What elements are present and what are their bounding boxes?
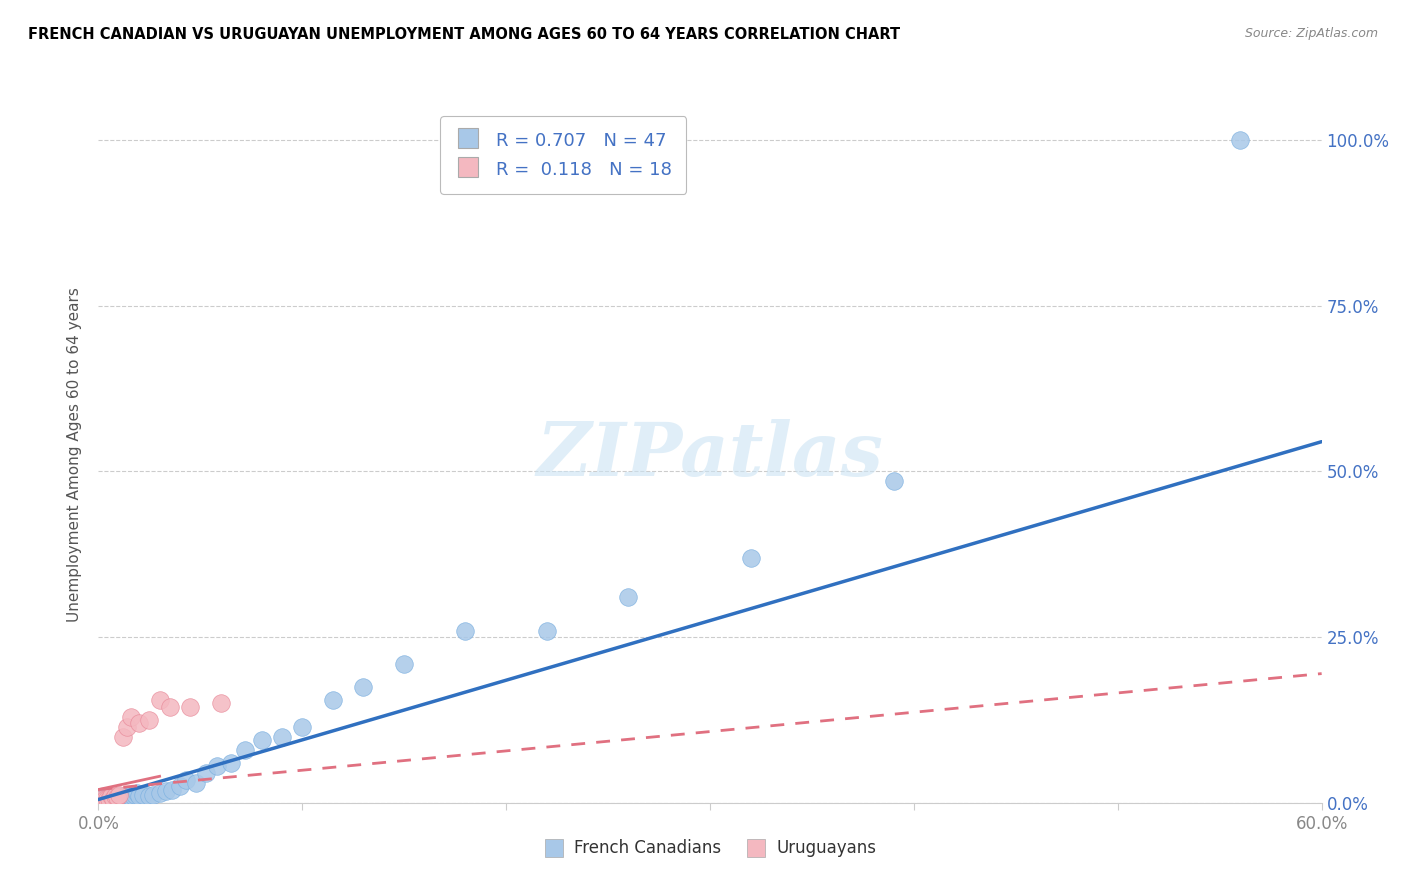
Point xyxy=(118,789,141,804)
Point xyxy=(128,716,150,731)
Point xyxy=(392,657,416,671)
Point xyxy=(186,776,208,790)
Point xyxy=(100,792,122,806)
Point xyxy=(114,789,136,804)
Point xyxy=(149,693,172,707)
Point xyxy=(96,792,118,806)
Point xyxy=(104,789,127,804)
Point xyxy=(740,550,762,565)
Point xyxy=(93,792,115,806)
Point xyxy=(111,790,134,805)
Point xyxy=(101,792,124,806)
Point xyxy=(138,789,160,804)
Point xyxy=(111,730,134,744)
Point xyxy=(120,709,142,723)
Point xyxy=(100,789,122,804)
Text: Source: ZipAtlas.com: Source: ZipAtlas.com xyxy=(1244,27,1378,40)
Point xyxy=(122,789,145,804)
Point xyxy=(127,786,149,800)
Point xyxy=(291,720,314,734)
Point xyxy=(101,790,124,805)
Point xyxy=(169,779,191,793)
Point xyxy=(108,788,131,802)
Point xyxy=(233,743,256,757)
Point xyxy=(132,788,155,802)
Point xyxy=(209,697,232,711)
Point xyxy=(120,790,142,805)
Point xyxy=(138,713,160,727)
Point xyxy=(883,475,905,489)
Point xyxy=(91,792,114,806)
Point xyxy=(96,792,118,806)
Point xyxy=(536,624,558,638)
Point xyxy=(97,790,120,805)
Point xyxy=(97,792,120,806)
Point xyxy=(97,792,120,806)
Point xyxy=(93,792,115,806)
Point xyxy=(250,732,273,747)
Point xyxy=(322,693,344,707)
Point xyxy=(128,789,150,804)
Point xyxy=(108,789,131,804)
Legend: French Canadians, Uruguayans: French Canadians, Uruguayans xyxy=(537,833,883,864)
Point xyxy=(219,756,242,770)
Point xyxy=(104,792,127,806)
Text: ZIPatlas: ZIPatlas xyxy=(537,418,883,491)
Text: FRENCH CANADIAN VS URUGUAYAN UNEMPLOYMENT AMONG AGES 60 TO 64 YEARS CORRELATION : FRENCH CANADIAN VS URUGUAYAN UNEMPLOYMEN… xyxy=(28,27,900,42)
Point xyxy=(115,790,138,805)
Point xyxy=(1229,133,1251,147)
Y-axis label: Unemployment Among Ages 60 to 64 years: Unemployment Among Ages 60 to 64 years xyxy=(67,287,83,623)
Point xyxy=(179,699,201,714)
Point xyxy=(352,680,374,694)
Point xyxy=(105,790,128,805)
Point xyxy=(195,766,218,780)
Point xyxy=(105,790,128,805)
Point xyxy=(101,792,124,806)
Point xyxy=(174,772,197,787)
Point xyxy=(91,792,114,806)
Point xyxy=(454,624,477,638)
Point xyxy=(205,759,228,773)
Point xyxy=(124,788,146,802)
Point xyxy=(149,786,172,800)
Point xyxy=(108,792,131,806)
Point xyxy=(160,782,183,797)
Point xyxy=(617,591,640,605)
Point xyxy=(155,784,177,798)
Point xyxy=(270,730,294,744)
Point xyxy=(142,788,165,802)
Point xyxy=(110,790,132,805)
Point xyxy=(159,699,181,714)
Point xyxy=(115,720,138,734)
